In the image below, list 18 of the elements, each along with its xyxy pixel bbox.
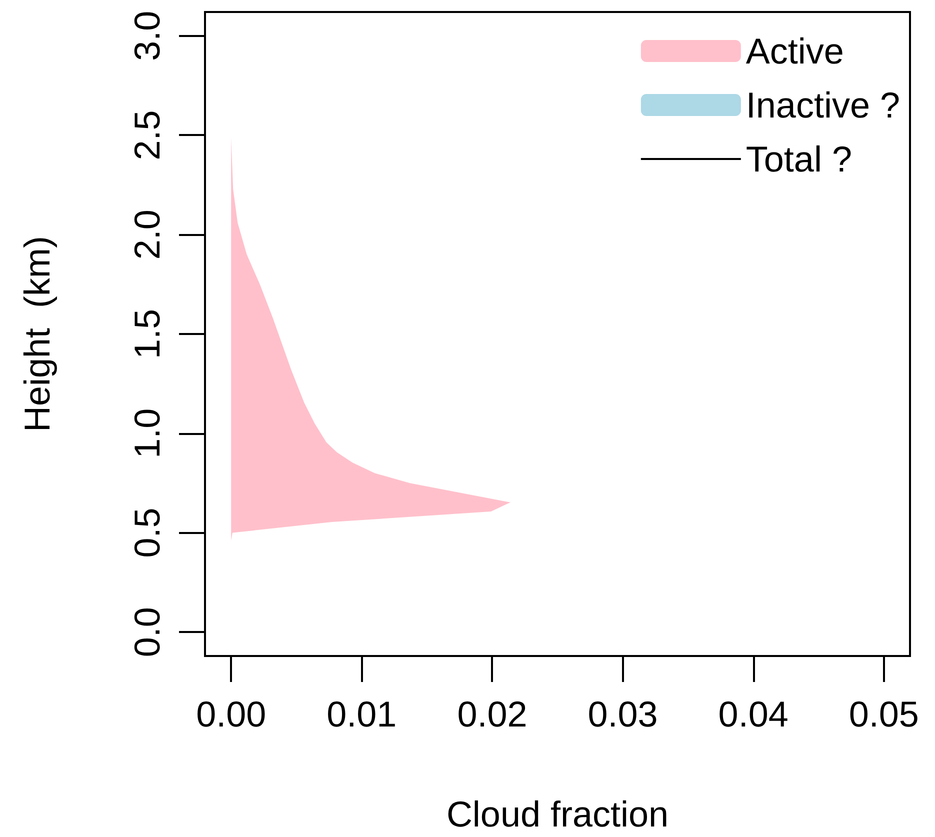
x-tick-label: 0.00 — [196, 694, 266, 734]
y-tick-label: 0.5 — [126, 508, 168, 558]
x-axis-title: Cloud fraction — [446, 794, 669, 834]
y-tick-label: 1.5 — [126, 308, 168, 360]
x-tick-label: 0.04 — [718, 694, 788, 734]
y-axis-title: Height (km) — [16, 236, 58, 432]
x-tick-label: 0.01 — [326, 694, 397, 734]
legend-label: Total ? — [746, 138, 852, 180]
legend-label: Active — [746, 30, 844, 72]
legend-label: Inactive ? — [746, 84, 900, 126]
x-tick-label: 0.02 — [457, 694, 528, 734]
y-tick-label: 0.0 — [126, 607, 168, 658]
y-tick-label: 3.0 — [126, 10, 168, 61]
x-tick-label: 0.03 — [588, 694, 658, 734]
x-tick-label: 0.05 — [848, 694, 919, 734]
y-tick-label: 1.0 — [126, 408, 168, 458]
y-tick-label: 2.0 — [126, 210, 168, 260]
y-tick-label: 2.5 — [126, 110, 168, 160]
